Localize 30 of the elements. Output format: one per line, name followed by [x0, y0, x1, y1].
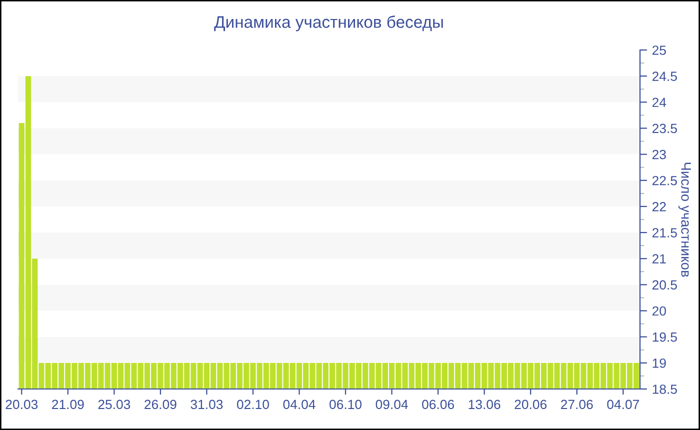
y-axis-title: Число участников	[678, 162, 691, 277]
y-tick-label: 23.5	[652, 124, 677, 134]
chart-title: Динамика участников беседы	[214, 16, 443, 32]
y-tick-label: 21.5	[652, 228, 677, 238]
x-tick-label: 02.10	[236, 400, 269, 410]
y-tick-label: 18.5	[652, 384, 677, 394]
x-tick-label: 26.09	[144, 400, 176, 410]
x-tick-label: 25.03	[98, 400, 130, 410]
y-tick-label: 21	[652, 254, 666, 264]
y-tick-label: 19.5	[652, 332, 677, 342]
y-tick-label: 22.5	[652, 176, 677, 186]
y-tick-label: 25	[652, 46, 666, 55]
x-tick-label: 09.04	[376, 400, 408, 410]
y-tick-label: 20	[652, 306, 666, 316]
y-tick-label: 19	[652, 358, 666, 368]
x-tick-label: 06.10	[330, 400, 362, 410]
y-tick-label: 23	[652, 150, 666, 160]
x-tick-label: 27.06	[561, 400, 593, 410]
y-tick-label: 22	[652, 202, 666, 212]
y-tick-label: 20.5	[652, 280, 677, 290]
y-tick-label: 24	[652, 98, 666, 107]
x-tick-label: 20.03	[6, 400, 38, 410]
x-tick-label: 06.06	[422, 400, 454, 410]
x-tick-label: 04.04	[283, 400, 316, 410]
x-tick-label: 21.09	[52, 400, 84, 410]
x-tick-label: 31.03	[190, 400, 223, 410]
y-tick-label: 24.5	[652, 72, 677, 81]
x-tick-label: 13.06	[468, 400, 500, 410]
x-tick-label: 20.06	[514, 400, 547, 410]
x-tick-label: 04.07	[607, 400, 639, 410]
